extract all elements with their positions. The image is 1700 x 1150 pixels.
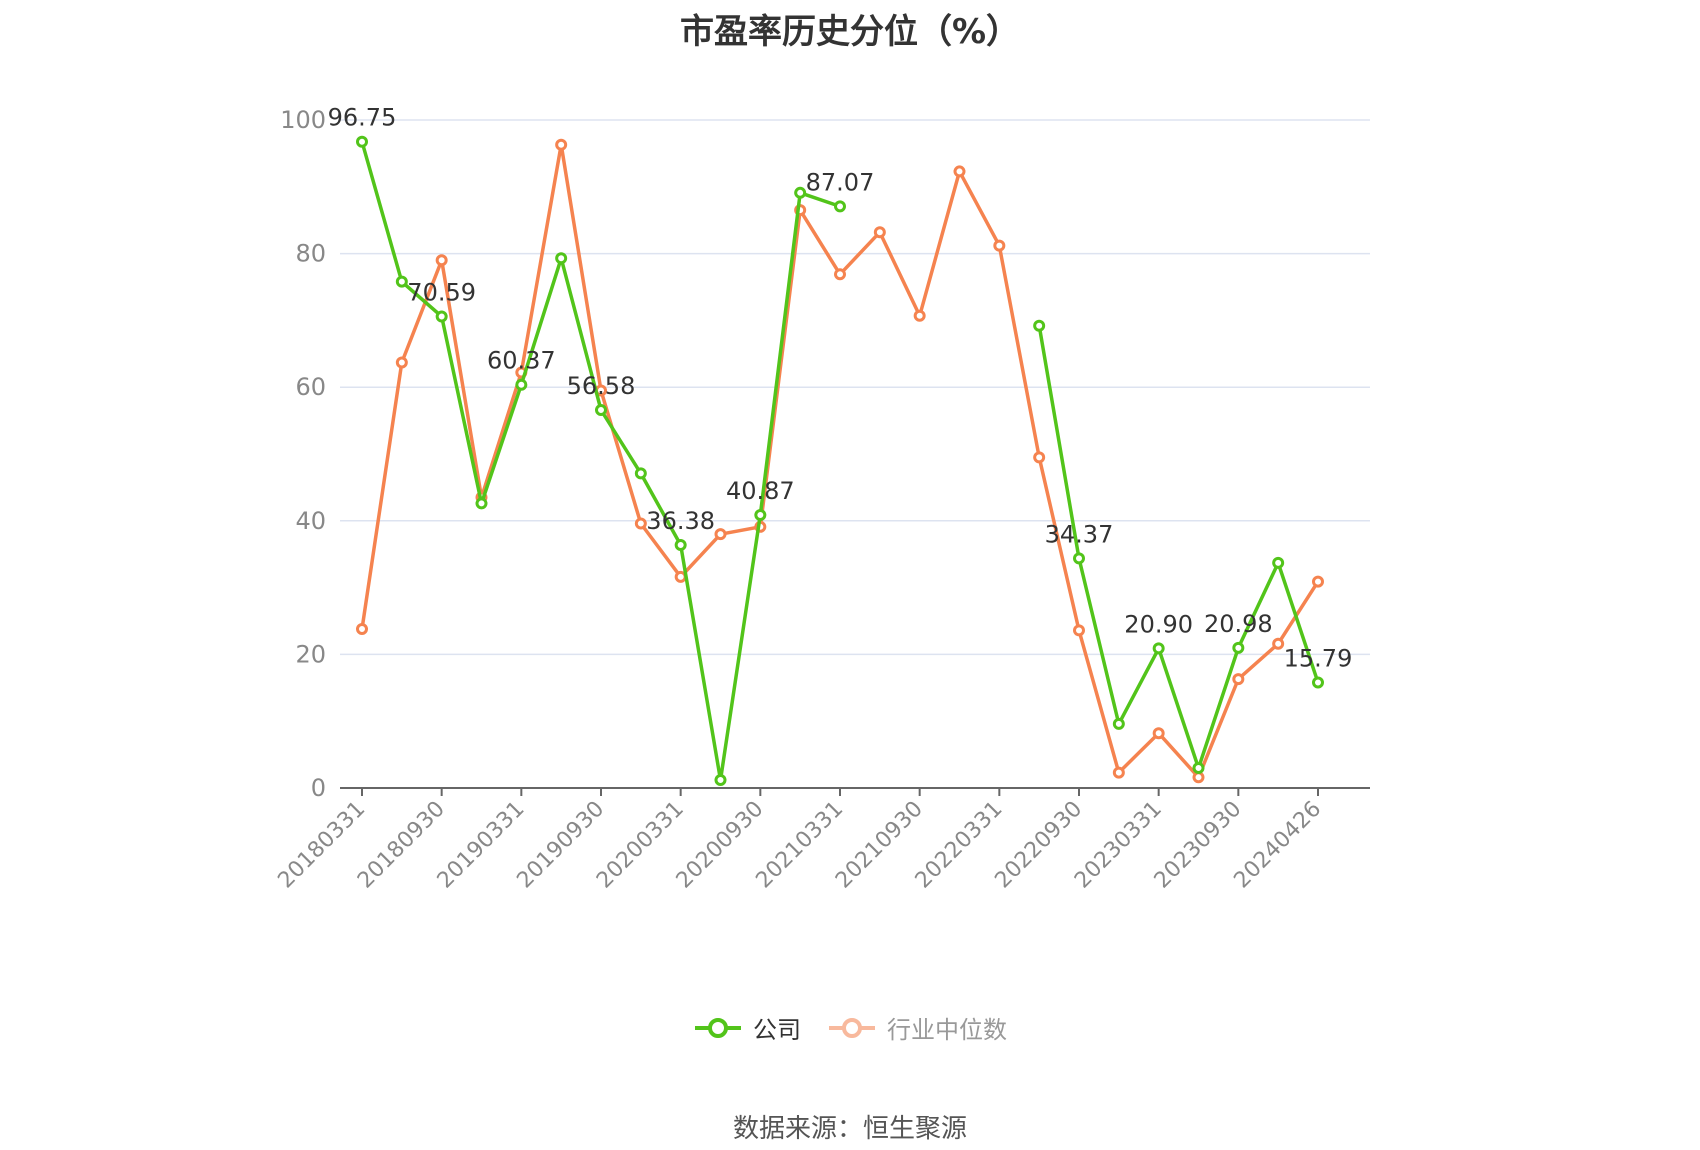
series-line-company (360, 141, 1320, 782)
point-industry-20220630 (1033, 451, 1046, 464)
point-industry-20210930 (913, 309, 926, 322)
x-tick-label-20240426: 20240426 (1229, 797, 1326, 894)
legend-label-company: 公司 (753, 1016, 801, 1044)
data-labels: 96.75 70.59 60.37 56.58 36.38 40.87 87.07 34.37… (328, 104, 1353, 673)
point-industry-20211231 (953, 165, 966, 178)
y-tick-label-40: 40 (295, 507, 326, 535)
point-company-20240426 (1312, 676, 1324, 689)
point-company-20230930 (1232, 641, 1245, 654)
point-company-20200930 (754, 508, 767, 521)
point-industry-20210331 (834, 268, 846, 281)
point-industry-20191231 (634, 517, 647, 530)
point-industry-20210630 (873, 226, 886, 239)
data-label-20190331: 60.37 (487, 347, 556, 375)
axes: 0204060801002018033120180930201903312019… (273, 106, 1370, 893)
point-company-20190331 (515, 378, 528, 391)
point-company-20221231 (1112, 717, 1125, 730)
point-company-20200331 (674, 538, 687, 551)
data-label-20230930: 20.98 (1204, 610, 1273, 638)
y-tick-label-80: 80 (295, 240, 326, 268)
point-company-20191231 (634, 467, 647, 480)
point-company-20180331 (356, 135, 368, 148)
legend-item-company[interactable]: 公司 (693, 1010, 801, 1045)
point-company-20220930 (1073, 552, 1085, 565)
legend-industry-marker (829, 1017, 875, 1038)
legend: 公司 行业中位数 (0, 1010, 1700, 1045)
point-company-20230630 (1192, 761, 1205, 774)
series-line-industry (360, 142, 1320, 780)
data-label-20200930: 40.87 (726, 477, 795, 505)
line-chart: 0204060801002018033120180930201903312019… (273, 104, 1370, 893)
point-industry-20230930 (1232, 673, 1245, 686)
point-industry-20180930 (435, 254, 448, 267)
point-industry-20240426 (1312, 575, 1324, 588)
grid-lines (340, 119, 1370, 656)
point-company-20180630 (395, 275, 408, 288)
data-label-20230331: 20.90 (1124, 610, 1193, 638)
point-industry-20220331 (993, 239, 1006, 252)
point-company-20230331 (1152, 642, 1165, 655)
point-industry-20230630 (1192, 771, 1205, 784)
legend-company-marker (695, 1017, 741, 1038)
point-industry-20190630 (555, 138, 568, 151)
data-label-20190930: 56.58 (567, 372, 636, 400)
point-industry-20200630 (714, 528, 727, 541)
data-label-20210331: 87.07 (806, 168, 875, 196)
legend-label-industry: 行业中位数 (887, 1016, 1007, 1044)
point-company-20231231 (1272, 556, 1285, 569)
legend-item-industry[interactable]: 行业中位数 (827, 1010, 1007, 1045)
series (356, 135, 1324, 786)
y-tick-label-60: 60 (295, 373, 326, 401)
data-label-20180331: 96.75 (328, 104, 397, 132)
chart-title: 市盈率历史分位（%） (679, 12, 1021, 52)
data-label-20240426: 15.79 (1284, 645, 1353, 673)
point-industry-20231231 (1272, 637, 1285, 650)
y-tick-label-0: 0 (311, 774, 326, 802)
point-company-20201231 (794, 186, 807, 199)
point-company-20181231 (475, 497, 488, 510)
point-company-20180930 (435, 310, 448, 323)
point-company-20210331 (834, 200, 846, 213)
point-industry-20230331 (1152, 727, 1165, 740)
point-company-20200630 (714, 773, 727, 786)
point-industry-20221231 (1112, 766, 1125, 779)
data-label-20220930: 34.37 (1045, 520, 1114, 548)
y-tick-label-100: 100 (280, 106, 326, 134)
point-company-20190630 (555, 252, 568, 265)
point-company-20190930 (595, 404, 607, 417)
data-source: 数据来源：恒生聚源 (732, 1114, 967, 1144)
point-industry-20180630 (395, 356, 408, 369)
point-industry-20180331 (356, 623, 368, 636)
point-company-20220630 (1033, 319, 1046, 332)
y-tick-label-20: 20 (295, 640, 326, 668)
data-label-20180930: 70.59 (407, 278, 476, 306)
point-industry-20220930 (1073, 624, 1085, 637)
data-label-20200331: 36.38 (646, 507, 715, 535)
